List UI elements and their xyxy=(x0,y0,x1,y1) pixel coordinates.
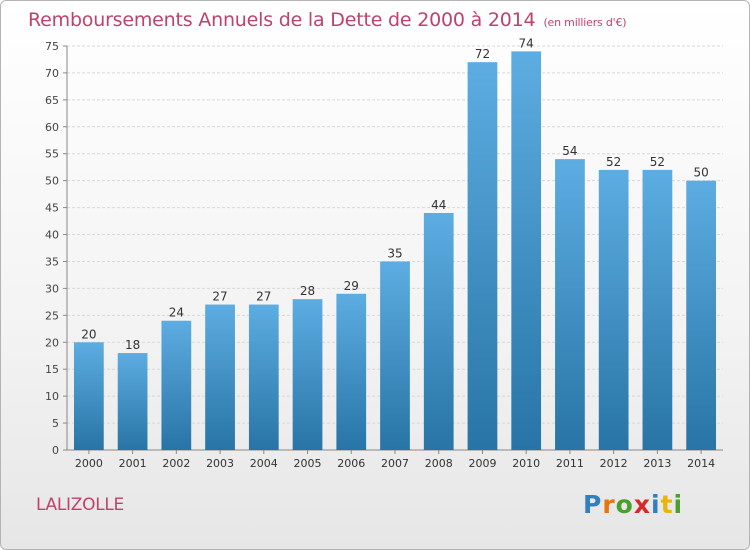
data-label: 27 xyxy=(256,290,271,304)
y-tick-label: 0 xyxy=(52,444,59,457)
data-label: 28 xyxy=(300,284,315,298)
y-tick-label: 50 xyxy=(45,175,59,188)
bar xyxy=(73,342,104,450)
bar xyxy=(161,320,192,450)
x-tick-label: 2014 xyxy=(687,457,715,470)
x-tick-label: 2008 xyxy=(425,457,453,470)
y-tick-label: 35 xyxy=(45,255,59,268)
x-tick-label: 2001 xyxy=(119,457,147,470)
y-tick-label: 40 xyxy=(45,229,59,242)
x-tick-label: 2011 xyxy=(556,457,584,470)
bar xyxy=(205,304,235,450)
x-tick-label: 2003 xyxy=(206,457,234,470)
x-tick-label: 2004 xyxy=(250,457,278,470)
data-label: 72 xyxy=(475,47,490,61)
data-label: 54 xyxy=(562,144,577,158)
y-tick-label: 60 xyxy=(45,121,59,134)
proxiti-logo: Proxiti xyxy=(583,490,684,519)
x-tick-label: 2005 xyxy=(294,457,322,470)
bar xyxy=(117,353,148,450)
data-label: 74 xyxy=(519,36,534,50)
bar xyxy=(380,261,410,450)
data-label: 27 xyxy=(212,290,227,304)
bar xyxy=(642,169,673,451)
x-tick-label: 2012 xyxy=(600,457,628,470)
commune-name: LALIZOLLE xyxy=(36,495,124,515)
y-tick-label: 55 xyxy=(45,148,59,161)
data-label: 29 xyxy=(344,279,359,293)
bar xyxy=(598,169,629,451)
y-tick-label: 20 xyxy=(45,336,59,349)
x-tick-label: 2000 xyxy=(75,457,103,470)
x-tick-label: 2013 xyxy=(643,457,671,470)
chart-title: Remboursements Annuels de la Dette de 20… xyxy=(28,9,627,31)
data-label: 35 xyxy=(387,246,402,260)
x-tick-label: 2009 xyxy=(468,457,496,470)
y-tick-label: 65 xyxy=(45,94,59,107)
y-tick-label: 15 xyxy=(45,363,59,376)
y-tick-label: 70 xyxy=(45,67,59,80)
data-label: 52 xyxy=(650,155,665,169)
bar xyxy=(555,159,585,450)
data-label: 20 xyxy=(81,327,96,341)
x-tick-label: 2007 xyxy=(381,457,409,470)
data-label: 50 xyxy=(693,166,708,180)
y-tick-label: 10 xyxy=(45,390,59,403)
x-tick-label: 2006 xyxy=(337,457,365,470)
x-tick-label: 2010 xyxy=(512,457,540,470)
y-tick-label: 5 xyxy=(52,417,59,430)
bar xyxy=(336,293,367,450)
y-tick-label: 25 xyxy=(45,309,59,322)
bar xyxy=(467,62,498,450)
y-tick-label: 45 xyxy=(45,202,59,215)
data-label: 52 xyxy=(606,155,621,169)
chart-title-text: Remboursements Annuels de la Dette de 20… xyxy=(28,9,536,31)
bar xyxy=(292,299,323,450)
bar xyxy=(686,180,717,450)
unit-note: (en milliers d'€) xyxy=(543,16,627,29)
y-tick-label: 75 xyxy=(45,40,59,53)
bar xyxy=(511,51,542,451)
bar xyxy=(248,304,279,450)
data-label: 18 xyxy=(125,338,140,352)
x-tick-label: 2002 xyxy=(162,457,190,470)
data-label: 44 xyxy=(431,198,446,212)
y-tick-label: 30 xyxy=(45,282,59,295)
bar xyxy=(423,212,454,450)
data-label: 24 xyxy=(169,306,184,320)
